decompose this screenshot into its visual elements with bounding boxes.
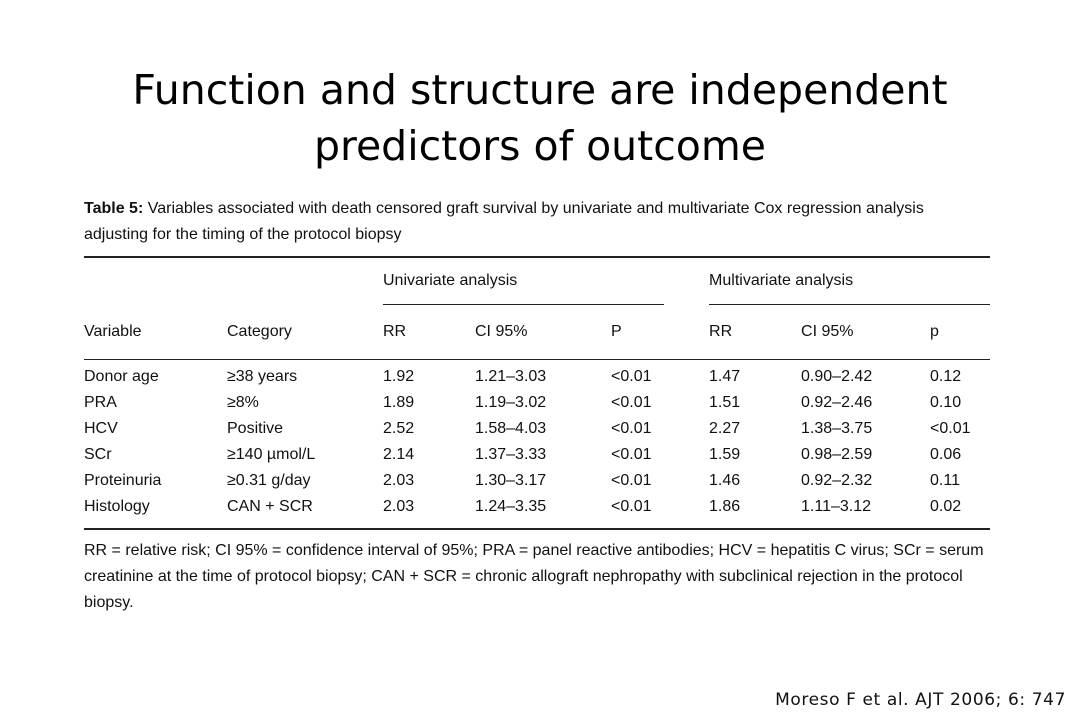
cell-uni-rr: 1.89 bbox=[383, 394, 415, 411]
cell-multi-rr: 1.47 bbox=[709, 368, 741, 385]
cell-multi-rr: 1.59 bbox=[709, 446, 741, 463]
univariate-group-header: Univariate analysis bbox=[383, 257, 665, 305]
col-header-multi-rr: RR bbox=[709, 304, 802, 360]
table-row: Histology CAN + SCR 2.03 1.24–3.35 <0.01… bbox=[84, 494, 990, 529]
table-row: HCV Positive 2.52 1.58–4.03 <0.01 2.27 1… bbox=[84, 416, 990, 442]
cell-category: ≥140 µmol/L bbox=[227, 446, 316, 463]
table-row: PRA ≥8% 1.89 1.19–3.02 <0.01 1.51 0.92–2… bbox=[84, 390, 990, 416]
cell-multi-ci: 0.92–2.32 bbox=[801, 472, 873, 489]
cell-uni-p: <0.01 bbox=[611, 420, 652, 437]
cell-variable: Donor age bbox=[84, 368, 159, 385]
table-row: SCr ≥140 µmol/L 2.14 1.37–3.33 <0.01 1.5… bbox=[84, 442, 990, 468]
cell-uni-ci: 1.24–3.35 bbox=[475, 498, 547, 515]
table-caption-text: Variables associated with death censored… bbox=[84, 200, 924, 243]
cell-multi-ci: 0.92–2.46 bbox=[801, 394, 873, 411]
table-caption: Table 5: Variables associated with death… bbox=[84, 196, 990, 248]
table-caption-label: Table 5: bbox=[84, 200, 144, 217]
cell-multi-rr: 2.27 bbox=[709, 420, 741, 437]
cell-uni-p: <0.01 bbox=[611, 472, 652, 489]
cell-uni-p: <0.01 bbox=[611, 498, 652, 515]
cell-uni-ci: 1.58–4.03 bbox=[475, 420, 547, 437]
slide-title: Function and structure are independent p… bbox=[0, 62, 1080, 174]
cell-uni-ci: 1.19–3.02 bbox=[475, 394, 547, 411]
col-header-uni-rr: RR bbox=[383, 304, 475, 360]
table-row: Proteinuria ≥0.31 g/day 2.03 1.30–3.17 <… bbox=[84, 468, 990, 494]
cell-multi-rr: 1.86 bbox=[709, 498, 741, 515]
cell-category: ≥0.31 g/day bbox=[227, 472, 311, 489]
cell-multi-ci: 0.98–2.59 bbox=[801, 446, 873, 463]
cell-uni-p: <0.01 bbox=[611, 446, 652, 463]
cell-variable: Proteinuria bbox=[84, 472, 162, 489]
cox-regression-table: Univariate analysis Multivariate analysi… bbox=[84, 256, 991, 530]
cell-uni-p: <0.01 bbox=[611, 394, 652, 411]
cell-uni-p: <0.01 bbox=[611, 368, 652, 385]
cell-category: CAN + SCR bbox=[227, 498, 313, 515]
cell-variable: SCr bbox=[84, 446, 112, 463]
cell-multi-rr: 1.51 bbox=[709, 394, 741, 411]
cell-uni-rr: 2.52 bbox=[383, 420, 415, 437]
cell-uni-ci: 1.30–3.17 bbox=[475, 472, 547, 489]
cell-category: Positive bbox=[227, 420, 284, 437]
cell-multi-p: <0.01 bbox=[930, 420, 971, 437]
col-header-uni-ci: CI 95% bbox=[475, 304, 611, 360]
col-header-uni-p: P bbox=[611, 304, 665, 360]
cell-uni-rr: 1.92 bbox=[383, 368, 415, 385]
citation: Moreso F et al. AJT 2006; 6: 747 bbox=[775, 690, 1066, 710]
cell-multi-p: 0.02 bbox=[930, 498, 962, 515]
table-row: Donor age ≥38 years 1.92 1.21–3.03 <0.01… bbox=[84, 360, 990, 391]
column-header-row: Variable Category RR CI 95% P RR CI 95% … bbox=[84, 304, 991, 360]
col-header-category: Category bbox=[227, 304, 383, 360]
multivariate-group-header: Multivariate analysis bbox=[709, 257, 991, 305]
cell-multi-p: 0.06 bbox=[930, 446, 962, 463]
cell-category: ≥38 years bbox=[227, 368, 298, 385]
results-table-figure: Table 5: Variables associated with death… bbox=[84, 196, 991, 632]
table-footnote: RR = relative risk; CI 95% = confidence … bbox=[84, 542, 984, 611]
slide-title-line-2: predictors of outcome bbox=[313, 122, 767, 170]
cell-category: ≥8% bbox=[227, 394, 259, 411]
cell-uni-rr: 2.03 bbox=[383, 472, 415, 489]
cell-multi-p: 0.12 bbox=[930, 368, 962, 385]
cell-multi-rr: 1.46 bbox=[709, 472, 741, 489]
cell-multi-ci: 1.38–3.75 bbox=[801, 420, 873, 437]
cell-multi-p: 0.10 bbox=[930, 394, 962, 411]
cell-uni-ci: 1.37–3.33 bbox=[475, 446, 547, 463]
col-header-multi-ci: CI 95% bbox=[801, 304, 931, 360]
cell-variable: Histology bbox=[84, 498, 150, 515]
cell-uni-rr: 2.03 bbox=[383, 498, 415, 515]
cell-variable: HCV bbox=[84, 420, 118, 437]
group-header-row: Univariate analysis Multivariate analysi… bbox=[84, 257, 991, 305]
cell-variable: PRA bbox=[84, 394, 117, 411]
col-header-multi-p: p bbox=[930, 304, 991, 360]
col-header-variable: Variable bbox=[84, 304, 227, 360]
cell-multi-ci: 1.11–3.12 bbox=[801, 498, 872, 515]
cell-multi-ci: 0.90–2.42 bbox=[801, 368, 873, 385]
cell-multi-p: 0.11 bbox=[930, 472, 960, 489]
cell-uni-ci: 1.21–3.03 bbox=[475, 368, 547, 385]
slide-title-line-1: Function and structure are independent bbox=[132, 66, 948, 114]
cell-uni-rr: 2.14 bbox=[383, 446, 415, 463]
